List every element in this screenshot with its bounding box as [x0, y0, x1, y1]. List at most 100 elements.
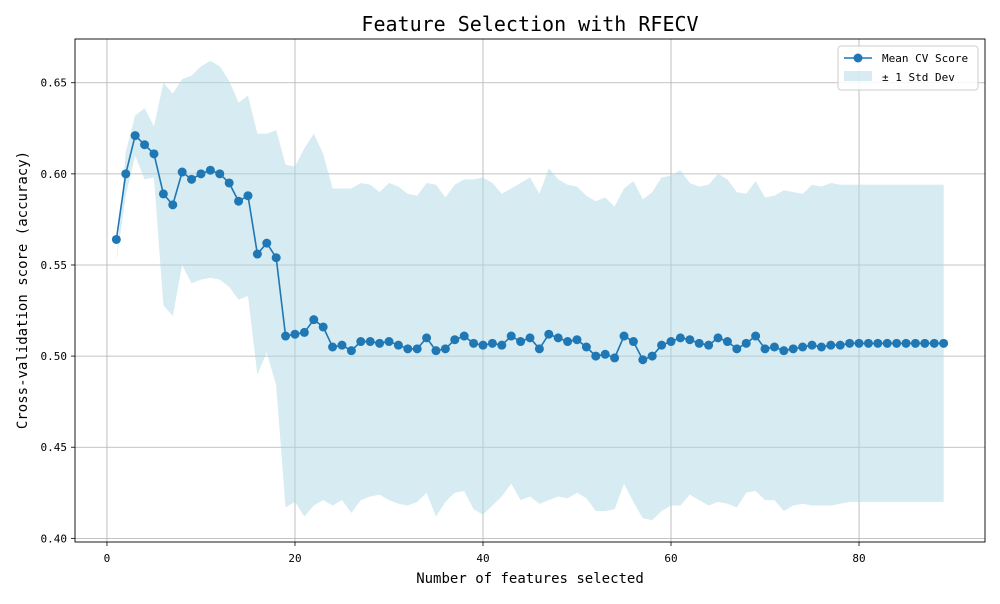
mean-cv-point [450, 335, 460, 345]
mean-cv-point [271, 253, 281, 263]
mean-cv-point [939, 338, 949, 348]
y-tick-label: 0.40 [41, 532, 68, 545]
x-tick-label: 80 [852, 552, 865, 565]
mean-cv-point [393, 340, 403, 350]
mean-cv-point [478, 340, 488, 350]
mean-cv-point [798, 342, 808, 352]
mean-cv-point [281, 331, 291, 341]
mean-cv-point [600, 349, 610, 359]
mean-cv-point [544, 329, 554, 339]
mean-cv-point [299, 327, 309, 337]
mean-cv-point [431, 346, 441, 356]
mean-cv-point [769, 342, 779, 352]
mean-cv-point [506, 331, 516, 341]
mean-cv-point [807, 340, 817, 350]
mean-cv-point [346, 346, 356, 356]
mean-cv-point [234, 196, 244, 206]
mean-cv-point [158, 189, 168, 199]
mean-cv-point [356, 337, 366, 347]
mean-cv-point [892, 338, 902, 348]
mean-cv-point [516, 337, 526, 347]
mean-cv-point [318, 322, 328, 332]
legend-label-mean: Mean CV Score [882, 52, 968, 65]
mean-cv-point [666, 337, 676, 347]
mean-cv-point [497, 340, 507, 350]
mean-cv-point [685, 335, 695, 345]
mean-cv-point [384, 337, 394, 347]
mean-cv-point [732, 344, 742, 354]
mean-cv-point [882, 338, 892, 348]
plot-frame [74, 38, 986, 543]
mean-cv-point [910, 338, 920, 348]
x-tick-label: 0 [104, 552, 111, 565]
mean-cv-point [459, 331, 469, 341]
mean-cv-point [290, 329, 300, 339]
mean-cv-point [262, 238, 272, 248]
mean-cv-point [534, 344, 544, 354]
mean-cv-point [901, 338, 911, 348]
mean-cv-point [657, 340, 667, 350]
mean-cv-point [722, 337, 732, 347]
mean-cv-point [412, 344, 422, 354]
mean-cv-point [243, 191, 253, 201]
y-axis-label: Cross-validation score (accuracy) [15, 151, 31, 429]
x-tick-label: 60 [664, 552, 677, 565]
mean-cv-point [760, 344, 770, 354]
mean-cv-point [826, 340, 836, 350]
mean-cv-point [375, 338, 385, 348]
legend: Mean CV Score ± 1 Std Dev [837, 45, 979, 91]
mean-cv-point [215, 169, 225, 179]
y-tick-label: 0.65 [41, 77, 68, 90]
mean-cv-point [647, 351, 657, 361]
mean-cv-point [149, 149, 159, 159]
mean-cv-point [224, 178, 234, 188]
mean-cv-point [628, 337, 638, 347]
y-tick-label: 0.45 [41, 441, 68, 454]
y-tick-label: 0.55 [41, 259, 68, 272]
x-axis-label: Number of features selected [416, 571, 644, 587]
mean-cv-point [403, 344, 413, 354]
mean-cv-point [328, 342, 338, 352]
mean-cv-point [854, 338, 864, 348]
mean-cv-point [196, 169, 206, 179]
legend-marker-swatch [853, 53, 863, 63]
mean-cv-point [779, 346, 789, 356]
chart-title: Feature Selection with RFECV [361, 12, 698, 36]
mean-cv-point [487, 338, 497, 348]
std-dev-band [116, 60, 944, 521]
mean-cv-point [140, 140, 150, 150]
mean-cv-point [638, 355, 648, 365]
mean-cv-point [873, 338, 883, 348]
legend-band-swatch [844, 71, 872, 81]
legend-label-std: ± 1 Std Dev [882, 71, 955, 84]
mean-cv-point [581, 342, 591, 352]
x-tick-label: 20 [288, 552, 301, 565]
x-tick-label: 40 [476, 552, 489, 565]
legend-box [837, 45, 979, 91]
y-tick-label: 0.50 [41, 350, 68, 363]
mean-cv-point [168, 200, 178, 210]
mean-cv-point [675, 333, 685, 343]
mean-cv-point [920, 338, 930, 348]
mean-cv-point [788, 344, 798, 354]
mean-cv-point [309, 315, 319, 325]
mean-cv-point [563, 337, 573, 347]
mean-cv-point [591, 351, 601, 361]
mean-cv-point [469, 338, 479, 348]
std-dev-band-layer [116, 60, 944, 521]
mean-cv-point [177, 167, 187, 177]
mean-cv-point [572, 335, 582, 345]
mean-cv-point [619, 331, 629, 341]
mean-cv-point [111, 234, 121, 244]
mean-cv-point [816, 342, 826, 352]
mean-cv-point [553, 333, 563, 343]
mean-cv-point [751, 331, 761, 341]
mean-cv-point [694, 338, 704, 348]
mean-cv-point [205, 165, 215, 175]
mean-cv-point [130, 131, 140, 141]
y-ticks: 0.40 0.45 0.50 0.55 0.60 0.65 [41, 77, 75, 545]
x-ticks: 0 20 40 60 80 [104, 542, 866, 565]
mean-cv-point [121, 169, 131, 179]
